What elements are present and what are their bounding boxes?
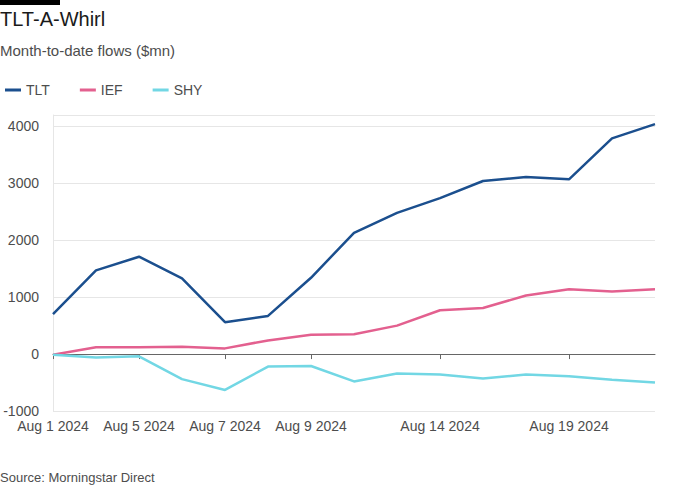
svg-text:4000: 4000 [8,118,39,134]
svg-text:Aug 5 2024: Aug 5 2024 [103,418,175,434]
svg-text:1000: 1000 [8,289,39,305]
svg-text:Aug 19 2024: Aug 19 2024 [529,418,609,434]
svg-text:Aug 9 2024: Aug 9 2024 [275,418,347,434]
svg-text:TLT-A-Whirl: TLT-A-Whirl [0,8,105,30]
svg-text:IEF: IEF [101,82,123,98]
svg-text:2000: 2000 [8,232,39,248]
svg-text:3000: 3000 [8,175,39,191]
svg-text:-1000: -1000 [3,403,39,419]
svg-text:Aug 14 2024: Aug 14 2024 [400,418,480,434]
svg-text:SHY: SHY [174,82,203,98]
svg-text:TLT: TLT [26,82,50,98]
svg-text:0: 0 [31,346,39,362]
svg-text:Month-to-date flows ($mn): Month-to-date flows ($mn) [0,42,175,59]
svg-text:Source: Morningstar Direct: Source: Morningstar Direct [0,470,155,485]
svg-text:Aug 1 2024: Aug 1 2024 [17,418,89,434]
svg-text:Aug 7 2024: Aug 7 2024 [189,418,261,434]
